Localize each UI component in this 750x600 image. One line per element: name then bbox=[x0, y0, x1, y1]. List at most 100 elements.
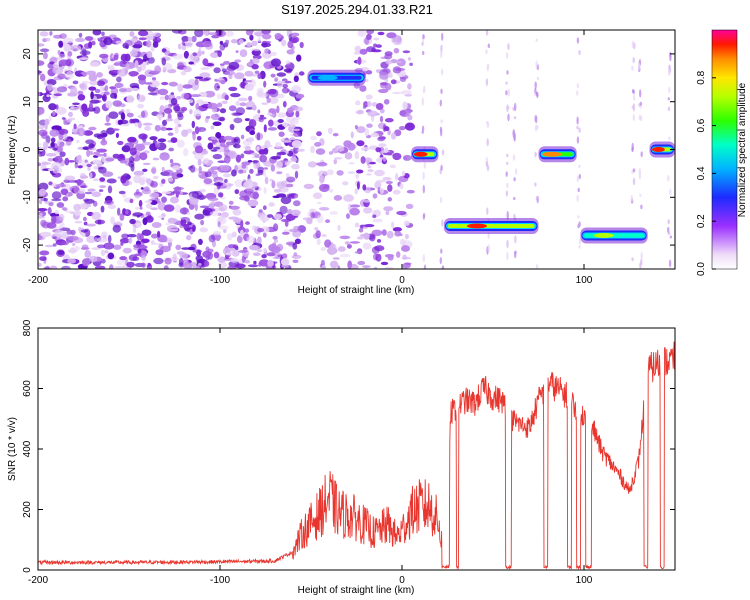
noise-blob bbox=[73, 123, 77, 130]
noise-blob bbox=[105, 100, 113, 109]
noise-blob bbox=[247, 160, 253, 163]
colorbar-label: Normalized spectral amplitude bbox=[737, 82, 748, 217]
noise-blob bbox=[42, 141, 49, 149]
noise-blob bbox=[51, 215, 57, 224]
noise-blob bbox=[292, 259, 299, 263]
noise-blob bbox=[244, 80, 248, 84]
noise-blob bbox=[241, 164, 247, 169]
noise-blob bbox=[249, 168, 254, 174]
noise-blob bbox=[163, 169, 174, 177]
noise-blob bbox=[128, 71, 139, 77]
noise-blob bbox=[150, 207, 159, 211]
noise-blob bbox=[189, 164, 196, 173]
noise-blob bbox=[194, 30, 204, 38]
noise-blob bbox=[402, 154, 412, 161]
noise-blob bbox=[402, 264, 408, 269]
noise-blob bbox=[96, 148, 107, 153]
noise-blob bbox=[198, 166, 202, 174]
noise-blob bbox=[128, 237, 133, 244]
noise-blob bbox=[183, 50, 189, 59]
colorbar: 0.0 0.2 0.4 0.6 0.8 Normalized spectral ampl… bbox=[696, 29, 748, 276]
noise-blob bbox=[48, 103, 57, 111]
noise-blob bbox=[91, 40, 96, 46]
noise-blob bbox=[325, 219, 331, 224]
noise-blob bbox=[367, 110, 378, 117]
noise-blob bbox=[390, 59, 398, 64]
noise-blob bbox=[290, 156, 298, 162]
noise-blob bbox=[121, 233, 129, 239]
noise-blob bbox=[190, 94, 201, 98]
noise-blob bbox=[47, 207, 52, 215]
noise-blob bbox=[125, 174, 132, 180]
noise-blob bbox=[161, 196, 167, 203]
noise-blob bbox=[142, 122, 153, 126]
noise-blob bbox=[187, 246, 196, 251]
noise-blob bbox=[383, 206, 394, 212]
feature-inner bbox=[447, 224, 535, 228]
noise-blob bbox=[195, 103, 200, 111]
noise-blob bbox=[394, 230, 402, 237]
noise-blob bbox=[141, 229, 152, 236]
noise-blob bbox=[248, 119, 257, 128]
noise-blob bbox=[129, 198, 134, 204]
noise-blob bbox=[273, 223, 279, 232]
noise-blob bbox=[233, 143, 237, 148]
noise-blob bbox=[273, 188, 282, 193]
noise-blob bbox=[279, 205, 288, 215]
noise-blob bbox=[81, 103, 88, 111]
noise-streak bbox=[421, 97, 424, 106]
noise-blob bbox=[399, 183, 404, 190]
noise-blob bbox=[230, 93, 241, 98]
noise-streak bbox=[631, 65, 634, 71]
noise-blob bbox=[134, 253, 141, 257]
noise-streak bbox=[667, 106, 671, 111]
noise-blob bbox=[293, 131, 302, 137]
noise-blob bbox=[103, 37, 113, 46]
noise-blob bbox=[328, 243, 337, 251]
noise-blob bbox=[76, 139, 80, 144]
noise-blob bbox=[329, 211, 338, 215]
noise-blob bbox=[134, 60, 139, 69]
noise-blob bbox=[53, 62, 59, 68]
noise-blob bbox=[402, 101, 408, 110]
noise-blob bbox=[374, 169, 385, 177]
noise-blob bbox=[47, 83, 54, 91]
noise-blob bbox=[151, 233, 158, 239]
noise-blob bbox=[231, 250, 240, 257]
noise-blob bbox=[405, 203, 414, 209]
noise-blob bbox=[137, 248, 142, 254]
noise-streak bbox=[578, 164, 581, 168]
noise-blob bbox=[52, 66, 64, 75]
noise-blob bbox=[118, 190, 126, 195]
noise-blob bbox=[293, 252, 298, 257]
noise-blob bbox=[91, 191, 102, 198]
noise-blob bbox=[333, 159, 338, 165]
noise-blob bbox=[51, 191, 62, 200]
noise-streak bbox=[422, 254, 425, 263]
noise-blob bbox=[267, 112, 273, 116]
noise-blob bbox=[258, 259, 270, 267]
noise-blob bbox=[287, 107, 294, 114]
noise-blob bbox=[212, 153, 223, 160]
noise-blob bbox=[225, 182, 229, 186]
noise-blob bbox=[93, 133, 102, 138]
noise-streak bbox=[506, 104, 509, 113]
noise-streak bbox=[576, 194, 579, 202]
noise-blob bbox=[194, 213, 205, 220]
noise-blob bbox=[159, 152, 170, 161]
noise-streak bbox=[667, 231, 671, 236]
noise-blob bbox=[200, 128, 205, 132]
noise-streak bbox=[514, 102, 517, 112]
noise-blob bbox=[402, 50, 411, 54]
figure-title: S197.2025.294.01.33.R21 bbox=[281, 2, 433, 17]
noise-blob bbox=[38, 70, 43, 74]
noise-blob bbox=[113, 244, 122, 250]
noise-blob bbox=[350, 204, 361, 208]
noise-blob bbox=[194, 202, 198, 212]
noise-blob bbox=[392, 91, 402, 95]
noise-blob bbox=[92, 30, 102, 36]
noise-blob bbox=[252, 245, 261, 251]
noise-blob bbox=[213, 182, 224, 187]
noise-blob bbox=[130, 49, 138, 57]
